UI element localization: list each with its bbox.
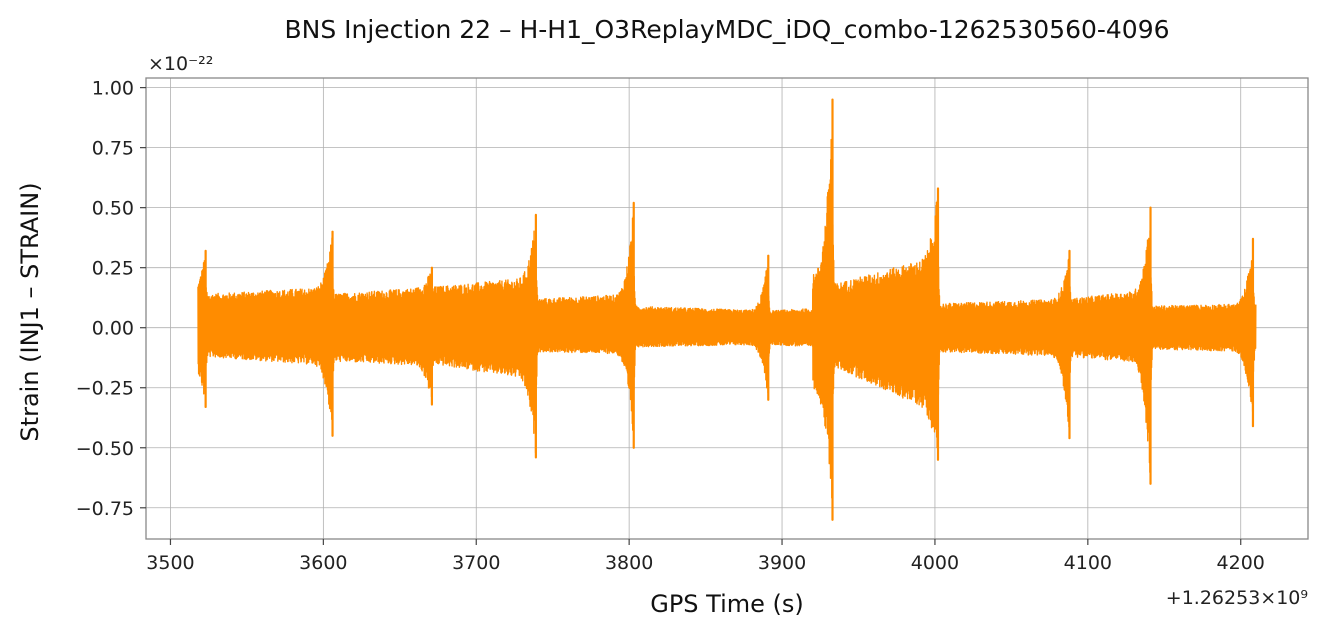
y-tick-label: −0.75	[76, 498, 134, 520]
y-axis-ticks: −0.75 −0.50 −0.25 0.00 0.25 0.50 0.75 1.00	[76, 78, 146, 520]
x-tick-label: 3500	[146, 552, 194, 574]
y-tick-label: 0.50	[92, 198, 134, 220]
x-tick-label: 3800	[605, 552, 653, 574]
x-tick-label: 3900	[758, 552, 806, 574]
x-axis-label: GPS Time (s)	[650, 590, 804, 618]
y-axis-label: Strain (INJ1 – STRAIN)	[16, 182, 44, 441]
x-tick-label: 4200	[1217, 552, 1265, 574]
plot-frame	[145, 77, 1309, 540]
x-axis-offset: +1.26253×10⁹	[1166, 587, 1308, 609]
x-tick-label: 3600	[299, 552, 347, 574]
strain-series-line	[197, 128, 1257, 512]
x-axis-ticks: 3500 3600 3700 3800 3900 4000 4100 4200	[146, 539, 1265, 574]
x-tick-label: 4000	[911, 552, 959, 574]
y-axis-multiplier: ×10⁻²²	[148, 53, 213, 75]
y-tick-label: 0.75	[92, 138, 134, 160]
y-tick-label: 0.25	[92, 258, 134, 280]
y-tick-label: 0.00	[92, 318, 134, 340]
x-tick-label: 4100	[1064, 552, 1112, 574]
data-series	[197, 98, 1257, 521]
y-tick-label: −0.50	[76, 438, 134, 460]
x-tick-label: 3700	[452, 552, 500, 574]
chart-title: BNS Injection 22 – H-H1_O3ReplayMDC_iDQ_…	[284, 15, 1169, 44]
y-tick-label: 1.00	[92, 78, 134, 100]
y-tick-label: −0.25	[76, 378, 134, 400]
